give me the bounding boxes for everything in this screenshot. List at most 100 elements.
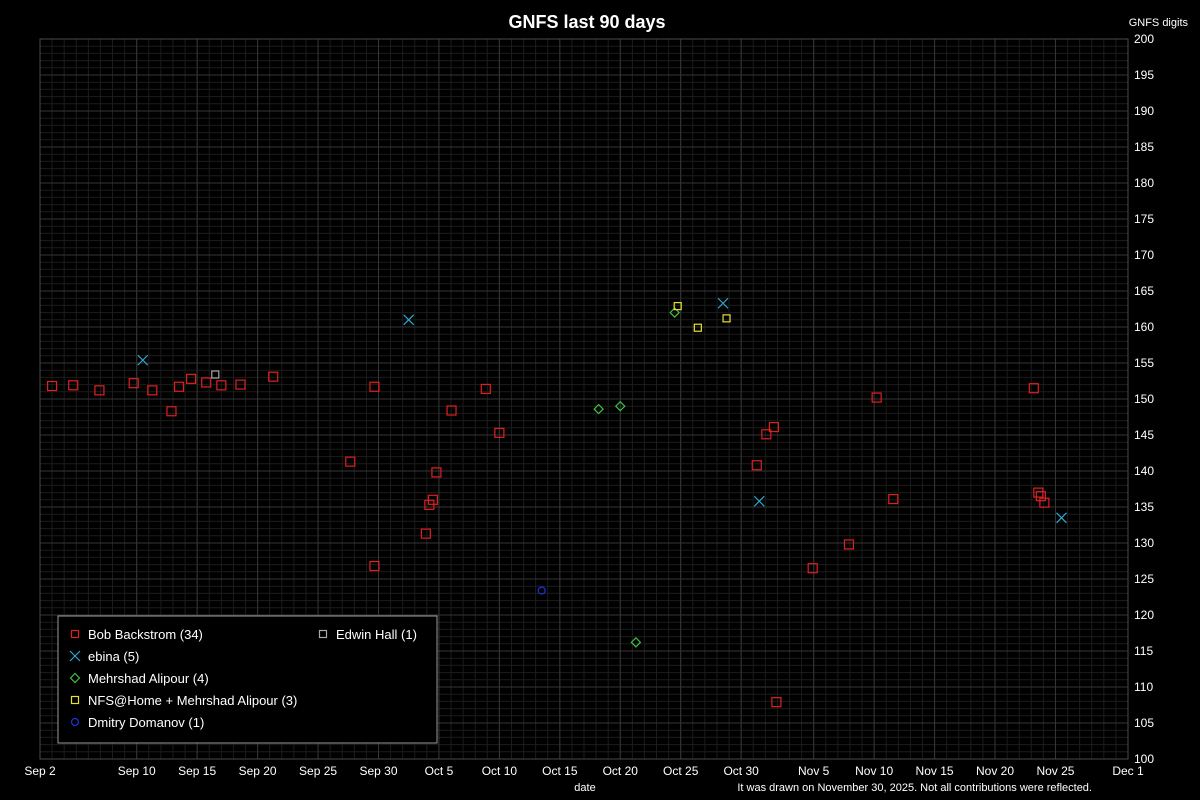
y-tick-label: 155 xyxy=(1134,356,1154,370)
data-point-bob-backstrom xyxy=(871,392,882,403)
data-point-bob-backstrom xyxy=(147,385,158,396)
legend-entry-edwin-hall: Edwin Hall (1) xyxy=(336,627,417,642)
data-point-mehrshad-alipour xyxy=(669,307,681,318)
x-axis-label: date xyxy=(574,782,595,794)
data-point-bob-backstrom xyxy=(369,381,380,392)
x-tick-label: Nov 20 xyxy=(976,764,1014,778)
x-tick-label: Nov 25 xyxy=(1036,764,1074,778)
legend-marker xyxy=(70,695,80,705)
data-point-bob-backstrom xyxy=(166,406,177,417)
data-point-bob-backstrom xyxy=(431,467,442,478)
y-tick-label: 160 xyxy=(1134,320,1154,334)
legend-markers xyxy=(69,629,328,727)
data-point-mehrshad-alipour xyxy=(630,637,642,648)
data-point-bob-backstrom xyxy=(186,373,197,384)
x-tick-label: Oct 5 xyxy=(425,764,454,778)
y-tick-label: 115 xyxy=(1134,644,1153,658)
plot-frame xyxy=(39,38,1129,760)
data-point-bob-backstrom xyxy=(268,371,279,382)
y-tick-label: 140 xyxy=(1134,464,1154,478)
legend-marker xyxy=(70,629,80,639)
legend-entry-mehrshad-alipour: Mehrshad Alipour (4) xyxy=(88,671,209,686)
major-gridlines xyxy=(39,38,1129,760)
data-point-ebina xyxy=(717,297,729,309)
y-tick-label: 190 xyxy=(1134,104,1154,118)
y-tick-label: 105 xyxy=(1134,716,1154,730)
x-tick-label: Oct 30 xyxy=(723,764,759,778)
data-point-bob-backstrom xyxy=(369,560,380,572)
data-point-mehrshad-alipour xyxy=(614,400,626,412)
data-point-bob-backstrom xyxy=(494,427,505,438)
data-points xyxy=(46,297,1067,708)
y-tick-label: 120 xyxy=(1134,608,1154,622)
data-point-bob-backstrom xyxy=(751,460,762,471)
x-tick-label: Nov 15 xyxy=(916,764,954,778)
data-point-bob-backstrom xyxy=(480,383,491,395)
data-point-bob-backstrom xyxy=(235,379,246,390)
legend-marker xyxy=(69,672,81,684)
y-axis-tick-labels: 100 105 110 115 120 125 130 135 140 145 150 155 160 1… xyxy=(1134,32,1154,766)
data-point-bob-backstrom xyxy=(843,539,855,550)
data-point-mehrshad-alipour xyxy=(593,403,604,415)
data-point-bob-backstrom xyxy=(888,493,899,505)
data-point-bob-backstrom xyxy=(94,385,105,396)
data-point-nfs-home-mehrshad-alipour xyxy=(673,302,682,311)
data-point-bob-backstrom xyxy=(807,563,818,574)
y-tick-label: 150 xyxy=(1134,392,1154,406)
data-point-bob-backstrom xyxy=(768,421,779,433)
data-point-bob-backstrom xyxy=(427,494,438,505)
data-point-bob-backstrom xyxy=(128,378,139,389)
data-point-bob-backstrom xyxy=(216,380,227,391)
legend-entry-bob-backstrom: Bob Backstrom (34) xyxy=(88,627,203,642)
legend-entry-nfs-home-mehrshad-alipour: NFS@Home + Mehrshad Alipour (3) xyxy=(88,693,297,708)
x-tick-label: Sep 30 xyxy=(359,764,397,778)
x-tick-label: Sep 2 xyxy=(24,764,56,778)
legend-box xyxy=(57,615,438,744)
data-point-bob-backstrom xyxy=(345,456,356,467)
y-tick-label: 135 xyxy=(1134,500,1154,514)
x-tick-label: Oct 25 xyxy=(663,764,699,778)
x-axis-tick-labels: Sep 2 Sep 10 Sep 15 Sep 20 Sep 25 Sep 30 Oct 5… xyxy=(24,764,1144,778)
x-tick-label: Oct 20 xyxy=(603,764,639,778)
x-tick-label: Sep 15 xyxy=(178,764,216,778)
legend: Bob Backstrom (34) ebina (5) Mehrshad Al… xyxy=(57,615,438,744)
y-tick-label: 175 xyxy=(1134,212,1154,226)
y-tick-label: 110 xyxy=(1134,680,1153,694)
legend-marker xyxy=(70,717,80,727)
data-point-nfs-home-mehrshad-alipour xyxy=(693,323,702,332)
data-point-bob-backstrom xyxy=(761,429,772,440)
data-point-ebina xyxy=(137,354,149,366)
legend-marker xyxy=(318,629,328,639)
data-point-bob-backstrom xyxy=(1039,497,1050,508)
y-tick-label: 195 xyxy=(1134,68,1154,82)
y-tick-label: 165 xyxy=(1134,284,1154,298)
x-tick-label: Dec 1 xyxy=(1112,764,1144,778)
x-tick-label: Oct 15 xyxy=(542,764,578,778)
chart-title: GNFS last 90 days xyxy=(508,12,665,32)
x-tick-label: Sep 25 xyxy=(299,764,337,778)
x-tick-label: Oct 10 xyxy=(482,764,518,778)
data-point-dmitry-domanov xyxy=(537,586,546,595)
x-tick-label: Sep 10 xyxy=(118,764,156,778)
data-point-bob-backstrom xyxy=(1035,491,1046,502)
x-tick-label: Sep 20 xyxy=(239,764,277,778)
y-tick-label: 130 xyxy=(1134,536,1154,550)
legend-marker xyxy=(69,650,81,662)
data-point-bob-backstrom xyxy=(1028,383,1039,394)
data-point-bob-backstrom xyxy=(771,697,782,708)
data-point-bob-backstrom xyxy=(68,380,79,391)
y-tick-label: 100 xyxy=(1134,752,1154,766)
data-point-bob-backstrom xyxy=(46,380,58,392)
legend-entry-dmitry-domanov: Dmitry Domanov (1) xyxy=(88,715,204,730)
x-tick-label: Nov 10 xyxy=(855,764,893,778)
legend-entry-ebina: ebina (5) xyxy=(88,649,139,664)
y-tick-label: 170 xyxy=(1134,248,1154,262)
footnote: It was drawn on November 30, 2025. Not a… xyxy=(737,782,1092,794)
x-tick-label: Nov 5 xyxy=(798,764,830,778)
data-point-ebina xyxy=(753,495,765,507)
y-tick-label: 185 xyxy=(1134,140,1154,154)
data-point-bob-backstrom xyxy=(1033,487,1044,498)
data-point-bob-backstrom xyxy=(173,381,185,392)
y-axis-label: GNFS digits xyxy=(1129,17,1189,29)
